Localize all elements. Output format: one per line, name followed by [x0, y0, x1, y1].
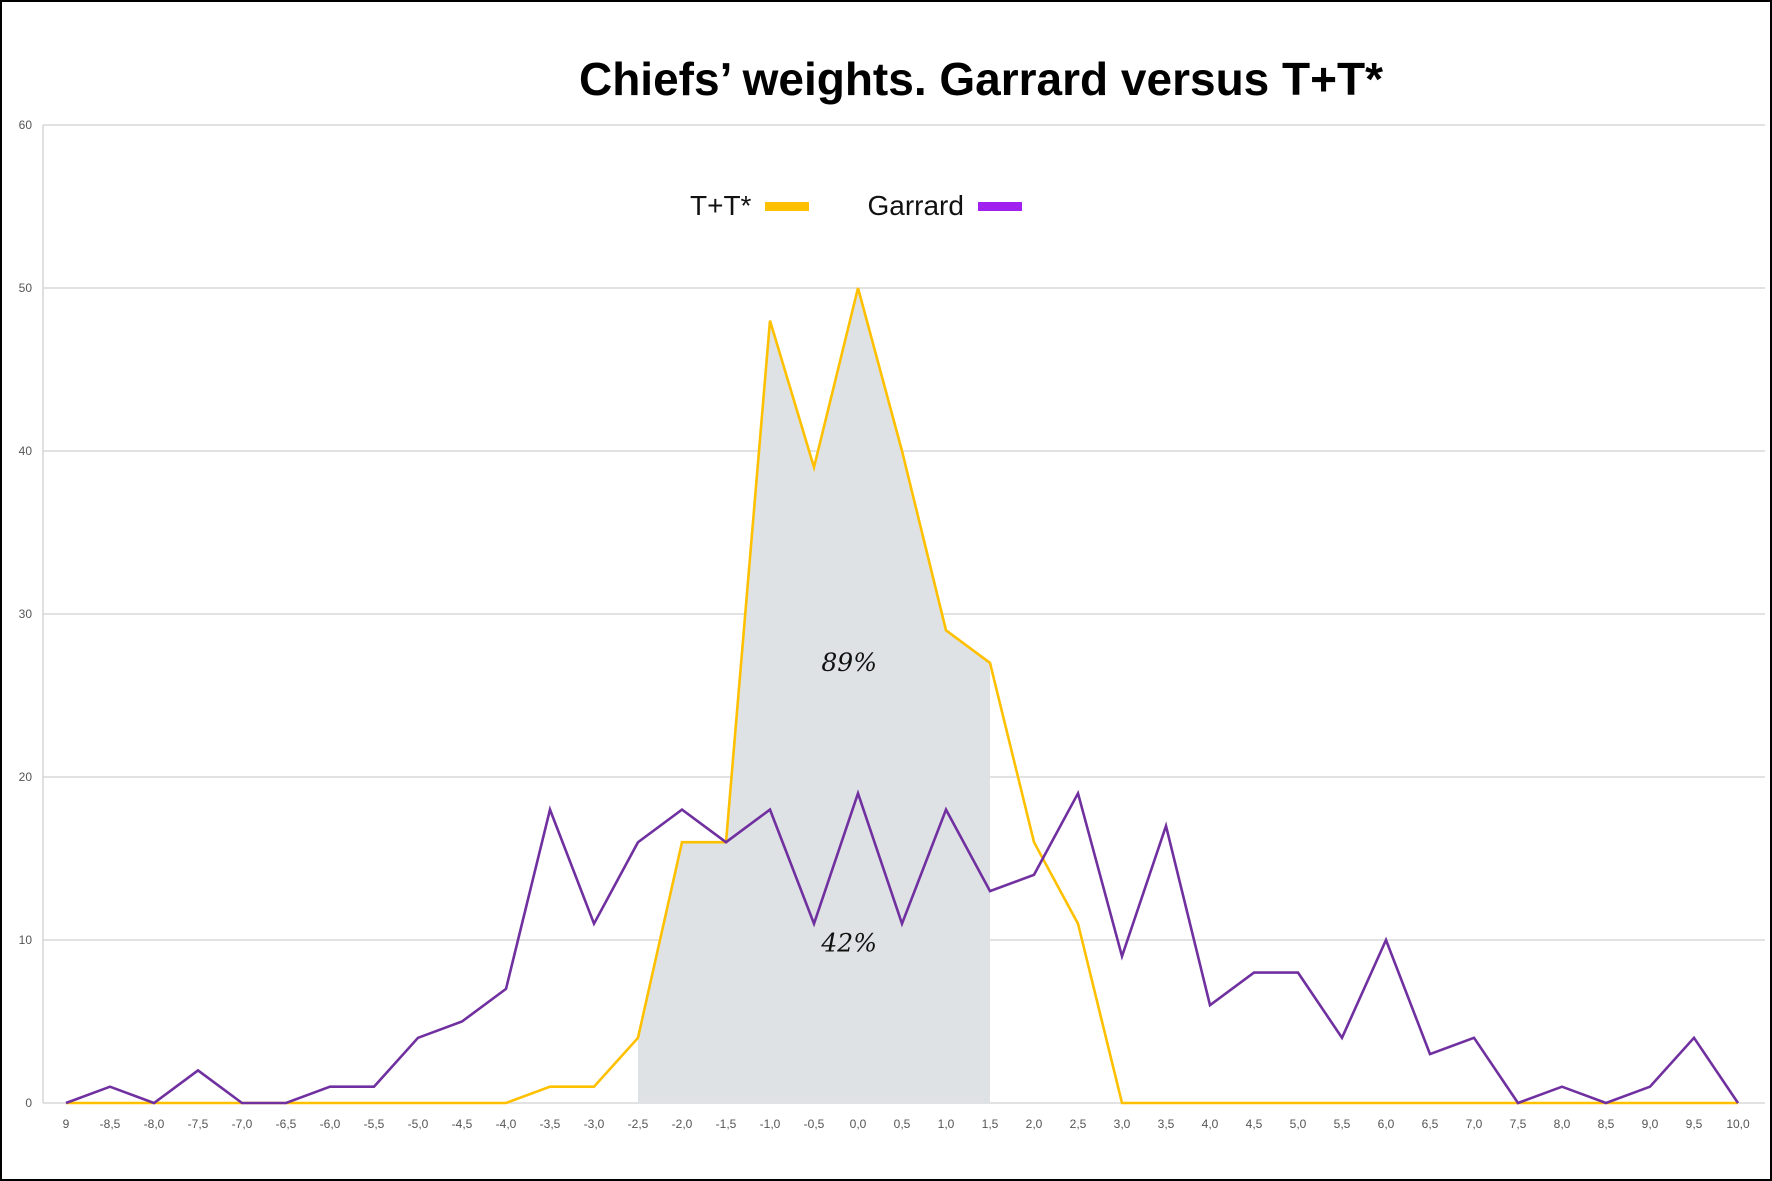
x-axis-ticks: 9 -8,5 -8,0 -7,5 -7,0 -6,5 -6,0 -5,5 -5,0 -4,5 -4,…: [63, 1117, 1750, 1131]
x-tick-label: -2,0: [672, 1117, 693, 1131]
x-tick-label: -6,0: [320, 1117, 341, 1131]
x-tick-label: 5,0: [1290, 1117, 1307, 1131]
x-tick-label: -6,5: [276, 1117, 297, 1131]
x-tick-label: -4,5: [452, 1117, 473, 1131]
shaded-area: [638, 288, 990, 1103]
legend-label-tt: T+T*: [690, 190, 752, 221]
shaded-region: [638, 288, 990, 1103]
legend-label-garrard: Garrard: [867, 190, 964, 221]
y-tick-label: 60: [19, 118, 33, 132]
x-tick-label: -1,5: [716, 1117, 737, 1131]
x-tick-label: 1,5: [982, 1117, 999, 1131]
series-line-garrard: [65, 789, 1740, 1105]
x-tick-label: -5,0: [408, 1117, 429, 1131]
x-tick-label: 5,5: [1334, 1117, 1351, 1131]
chart-title: Chiefs’ weights. Garrard versus T+T*: [578, 53, 1383, 105]
legend-swatch-garrard: [977, 201, 1022, 211]
x-tick-label: 2,0: [1026, 1117, 1043, 1131]
annotations: 89% 42%: [820, 648, 877, 957]
y-tick-label: 30: [19, 607, 33, 621]
legend-swatch-tt: [765, 201, 810, 211]
x-tick-label: -7,0: [232, 1117, 253, 1131]
x-tick-label: -0,5: [804, 1117, 825, 1131]
x-tick-label: 8,0: [1554, 1117, 1571, 1131]
y-tick-label: 10: [19, 933, 33, 947]
x-tick-label: -3,0: [584, 1117, 605, 1131]
annotation-label: 42%: [820, 928, 877, 957]
x-tick-label: 9,5: [1686, 1117, 1703, 1131]
x-tick-label: 2,5: [1070, 1117, 1087, 1131]
x-tick-label: 9: [63, 1117, 70, 1131]
x-tick-label: 1,0: [938, 1117, 955, 1131]
legend: T+T* Garrard: [690, 190, 1080, 222]
series-lines: [65, 287, 1740, 1105]
x-tick-label: 3,5: [1158, 1117, 1175, 1131]
x-tick-label: 7,5: [1510, 1117, 1527, 1131]
x-tick-label: -5,5: [364, 1117, 385, 1131]
legend-item-garrard: Garrard: [867, 190, 1022, 222]
series-line-tt: [66, 287, 1738, 1105]
x-tick-label: 8,5: [1598, 1117, 1615, 1131]
y-axis-ticks: 0 10 20 30 40 50 60: [19, 118, 33, 1110]
x-tick-label: 4,0: [1202, 1117, 1219, 1131]
x-tick-label: -4,0: [496, 1117, 517, 1131]
y-tick-label: 20: [19, 770, 33, 784]
x-tick-label: -8,0: [144, 1117, 165, 1131]
x-tick-label: 6,0: [1378, 1117, 1395, 1131]
x-tick-label: 0,0: [850, 1117, 867, 1131]
x-tick-label: 3,0: [1114, 1117, 1131, 1131]
legend-item-tt: T+T*: [690, 190, 810, 222]
x-tick-label: 9,0: [1642, 1117, 1659, 1131]
y-tick-label: 40: [19, 444, 33, 458]
x-tick-label: -3,5: [540, 1117, 561, 1131]
y-tick-label: 0: [25, 1096, 32, 1110]
y-tick-label: 50: [19, 281, 33, 295]
x-tick-label: 10,0: [1726, 1117, 1750, 1131]
x-tick-label: 7,0: [1466, 1117, 1483, 1131]
x-tick-label: -7,5: [188, 1117, 209, 1131]
annotation-label: 89%: [821, 648, 877, 677]
x-tick-label: 0,5: [894, 1117, 911, 1131]
x-tick-label: 4,5: [1246, 1117, 1263, 1131]
x-tick-label: 6,5: [1422, 1117, 1439, 1131]
x-tick-label: -1,0: [760, 1117, 781, 1131]
x-tick-label: -8,5: [100, 1117, 121, 1131]
x-tick-label: -2,5: [628, 1117, 649, 1131]
